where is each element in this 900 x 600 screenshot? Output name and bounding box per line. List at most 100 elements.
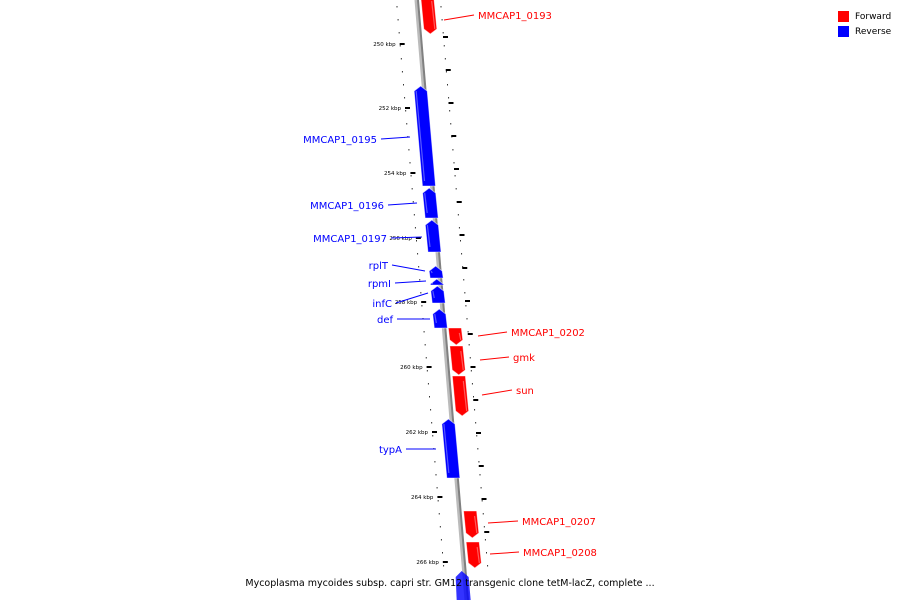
kbp-tick-label: 256 kbp xyxy=(389,236,412,242)
ruler-dot-right xyxy=(457,214,459,216)
gene-leader-line xyxy=(380,136,411,140)
ruler-dot-left xyxy=(440,539,442,541)
gene-leader-line xyxy=(489,551,520,555)
ruler-dot-right xyxy=(479,474,481,476)
kbp-tick-label: 252 kbp xyxy=(379,106,402,112)
gene-arrow-highlight xyxy=(434,313,437,324)
gene-arrow-highlight xyxy=(458,332,462,341)
ruler-dot-left xyxy=(398,32,400,34)
gene-label-sun: sun xyxy=(516,386,534,397)
ruler-dot-left xyxy=(405,110,407,112)
gene-arrow-highlight xyxy=(431,279,434,285)
ruler-dot-left xyxy=(396,6,398,8)
gene-label-rplt: rplT xyxy=(369,261,389,272)
ruler-dot-right xyxy=(444,58,446,60)
ruler-dot-right xyxy=(486,552,487,554)
ruler-dot-left xyxy=(435,474,437,476)
gene-leader-line xyxy=(387,202,418,206)
gene-label-infc: infC xyxy=(372,299,392,310)
ruler-dot-left xyxy=(425,357,427,359)
gene-label-mmcap1_0207: MMCAP1_0207 xyxy=(522,517,596,528)
ruler-dot-right xyxy=(465,305,467,307)
legend-item-forward: Forward xyxy=(838,9,891,24)
gene-arrow-mmcap1_0202 xyxy=(447,327,464,346)
gene-label-mmcap1_0195: MMCAP1_0195 xyxy=(303,135,377,146)
ruler-tick-right xyxy=(445,69,451,71)
ruler-dot-left xyxy=(403,84,404,86)
kbp-tick-mark xyxy=(405,107,410,109)
ruler-dot-right xyxy=(487,565,489,567)
ruler-dot-right xyxy=(445,71,447,73)
ruler-dot-right xyxy=(443,45,445,47)
strand-legend: Forward Reverse xyxy=(838,9,891,39)
ruler-dot-right xyxy=(449,110,451,112)
ruler-dot-left xyxy=(414,227,416,229)
gene-arrow-highlight xyxy=(443,423,450,474)
ruler-dot-right xyxy=(477,448,479,450)
gene-arrow-highlight xyxy=(476,546,480,564)
ruler-tick-right xyxy=(481,498,487,500)
ruler-dot-left xyxy=(408,149,410,151)
ruler-dot-right xyxy=(458,227,460,229)
ruler-dot-right xyxy=(453,162,455,164)
ruler-tick-right xyxy=(451,135,457,137)
ruler-dot-left xyxy=(430,409,432,411)
ruler-tick-right xyxy=(470,366,476,368)
ruler-dot-right xyxy=(464,292,466,294)
ruler-dot-left xyxy=(423,331,425,333)
legend-label-reverse: Reverse xyxy=(855,26,892,37)
ruler-dot-right xyxy=(476,435,478,437)
ruler-dot-left xyxy=(426,370,428,372)
ruler-tick-right xyxy=(462,267,468,269)
ruler-dot-right xyxy=(484,539,486,541)
ruler-dot-left xyxy=(400,58,402,60)
gene-arrow-highlight xyxy=(424,192,428,214)
ruler-dot-right xyxy=(448,97,450,99)
ruler-tick-right xyxy=(473,399,479,401)
gene-label-rpmi: rpmI xyxy=(368,279,391,290)
ruler-tick-right xyxy=(456,201,462,203)
gene-leader-line xyxy=(394,280,427,284)
ruler-dot-left xyxy=(406,123,408,125)
gene-arrow-def xyxy=(432,308,448,329)
ruler-dot-right xyxy=(481,500,483,502)
ruler-dot-right xyxy=(452,149,454,151)
ruler-dot-right xyxy=(471,383,473,385)
kbp-tick-mark xyxy=(421,301,427,303)
ruler-dot-right xyxy=(462,266,464,268)
ruler-dot-left xyxy=(397,19,399,21)
ruler-dot-left xyxy=(421,305,423,307)
gene-leader-line xyxy=(395,292,429,304)
ruler-dot-left xyxy=(401,71,403,73)
kbp-tick-mark xyxy=(426,366,432,368)
gene-label-mmcap1_0202: MMCAP1_0202 xyxy=(511,328,585,339)
gene-arrow-highlight xyxy=(426,224,431,248)
ruler-tick-right xyxy=(465,300,470,302)
gene-leader-line xyxy=(481,389,513,396)
kbp-tick-mark xyxy=(410,172,416,174)
kbp-tick-label: 264 kbp xyxy=(411,495,434,501)
gene-leader-line xyxy=(390,236,423,239)
gene-arrow-mmcap1_0207 xyxy=(463,510,480,539)
gene-label-mmcap1_0208: MMCAP1_0208 xyxy=(523,548,597,559)
reverse-swatch xyxy=(838,26,849,37)
gene-arrow-mmcap1_0208 xyxy=(465,541,482,569)
ruler-dot-left xyxy=(411,188,413,190)
ruler-dot-right xyxy=(478,461,480,463)
ruler-dot-right xyxy=(469,357,471,359)
gene-arrow-mmcap1_0197 xyxy=(424,219,442,253)
kbp-tick-label: 254 kbp xyxy=(384,171,407,177)
gene-label-gmk: gmk xyxy=(513,353,535,364)
ruler-dot-right xyxy=(441,19,443,21)
gene-arrow-highlight xyxy=(430,270,433,274)
gene-arrow-mmcap1_0196 xyxy=(422,187,439,219)
gene-arrow-highlight xyxy=(462,380,468,412)
gene-arrow-sun xyxy=(451,375,470,417)
ruler-dot-left xyxy=(431,422,433,424)
ruler-dot-right xyxy=(468,344,470,346)
ruler-tick-right xyxy=(478,465,484,467)
ruler-dot-right xyxy=(480,487,482,489)
ruler-dot-left xyxy=(412,201,414,203)
